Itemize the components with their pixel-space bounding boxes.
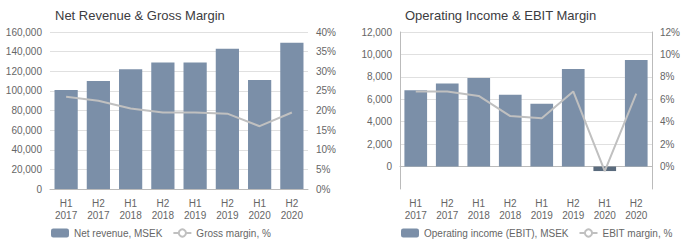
svg-text:20,000: 20,000 bbox=[11, 164, 42, 175]
svg-text:25%: 25% bbox=[316, 85, 336, 96]
svg-text:2018: 2018 bbox=[499, 210, 522, 221]
svg-text:10%: 10% bbox=[316, 144, 336, 155]
svg-text:40%: 40% bbox=[316, 27, 336, 38]
svg-text:30%: 30% bbox=[316, 66, 336, 77]
svg-text:H1: H1 bbox=[598, 198, 611, 209]
svg-text:160,000: 160,000 bbox=[6, 27, 43, 38]
svg-text:2019: 2019 bbox=[184, 210, 207, 221]
svg-text:0%: 0% bbox=[316, 184, 331, 195]
svg-text:15%: 15% bbox=[316, 125, 336, 136]
svg-text:H1: H1 bbox=[535, 198, 548, 209]
svg-text:H2: H2 bbox=[221, 198, 234, 209]
svg-text:H1: H1 bbox=[472, 198, 485, 209]
svg-text:H2: H2 bbox=[504, 198, 517, 209]
svg-text:4,000: 4,000 bbox=[367, 116, 392, 127]
svg-text:H1: H1 bbox=[253, 198, 266, 209]
svg-text:H2: H2 bbox=[567, 198, 580, 209]
svg-text:H2: H2 bbox=[156, 198, 169, 209]
svg-text:60,000: 60,000 bbox=[11, 125, 42, 136]
svg-text:0: 0 bbox=[386, 161, 392, 172]
svg-text:H2: H2 bbox=[441, 198, 454, 209]
svg-text:2017: 2017 bbox=[436, 210, 459, 221]
svg-text:H2: H2 bbox=[630, 198, 643, 209]
svg-text:8%: 8% bbox=[660, 71, 675, 82]
svg-text:2,000: 2,000 bbox=[367, 139, 392, 150]
svg-text:35%: 35% bbox=[316, 46, 336, 57]
svg-text:Gross margin, %: Gross margin, % bbox=[196, 228, 271, 239]
svg-text:2020: 2020 bbox=[249, 210, 272, 221]
svg-text:140,000: 140,000 bbox=[6, 46, 43, 57]
svg-text:2017: 2017 bbox=[55, 210, 78, 221]
svg-text:12%: 12% bbox=[660, 27, 680, 38]
svg-text:0%: 0% bbox=[660, 161, 675, 172]
svg-text:2%: 2% bbox=[660, 139, 675, 150]
svg-text:4%: 4% bbox=[660, 116, 675, 127]
svg-text:80,000: 80,000 bbox=[11, 105, 42, 116]
svg-text:H1: H1 bbox=[189, 198, 202, 209]
svg-text:2017: 2017 bbox=[405, 210, 428, 221]
svg-text:120,000: 120,000 bbox=[6, 66, 43, 77]
svg-text:Operating Income & EBIT Margin: Operating Income & EBIT Margin bbox=[405, 8, 596, 23]
svg-text:H1: H1 bbox=[409, 198, 422, 209]
svg-text:6%: 6% bbox=[660, 94, 675, 105]
svg-text:2019: 2019 bbox=[216, 210, 239, 221]
svg-text:2019: 2019 bbox=[562, 210, 585, 221]
svg-text:10,000: 10,000 bbox=[361, 49, 392, 60]
svg-text:2018: 2018 bbox=[152, 210, 175, 221]
svg-text:40,000: 40,000 bbox=[11, 144, 42, 155]
svg-text:5%: 5% bbox=[316, 164, 331, 175]
svg-text:100,000: 100,000 bbox=[6, 85, 43, 96]
svg-text:2018: 2018 bbox=[120, 210, 143, 221]
svg-text:H2: H2 bbox=[285, 198, 298, 209]
svg-text:Net revenue, MSEK: Net revenue, MSEK bbox=[74, 228, 163, 239]
svg-text:EBIT margin, %: EBIT margin, % bbox=[602, 228, 672, 239]
svg-text:10%: 10% bbox=[660, 49, 680, 60]
svg-text:H2: H2 bbox=[92, 198, 105, 209]
svg-text:0: 0 bbox=[36, 184, 42, 195]
svg-text:Operating income (EBIT), MSEK: Operating income (EBIT), MSEK bbox=[424, 228, 569, 239]
svg-text:Net Revenue & Gross Margin: Net Revenue & Gross Margin bbox=[55, 8, 225, 23]
svg-text:H1: H1 bbox=[60, 198, 73, 209]
svg-text:2019: 2019 bbox=[531, 210, 554, 221]
svg-text:2020: 2020 bbox=[594, 210, 617, 221]
svg-text:2018: 2018 bbox=[468, 210, 491, 221]
svg-text:2017: 2017 bbox=[87, 210, 110, 221]
svg-text:20%: 20% bbox=[316, 105, 336, 116]
svg-text:6,000: 6,000 bbox=[367, 94, 392, 105]
svg-text:H1: H1 bbox=[124, 198, 137, 209]
svg-text:2020: 2020 bbox=[625, 210, 648, 221]
svg-text:2020: 2020 bbox=[281, 210, 304, 221]
svg-text:8,000: 8,000 bbox=[367, 71, 392, 82]
svg-text:12,000: 12,000 bbox=[361, 27, 392, 38]
